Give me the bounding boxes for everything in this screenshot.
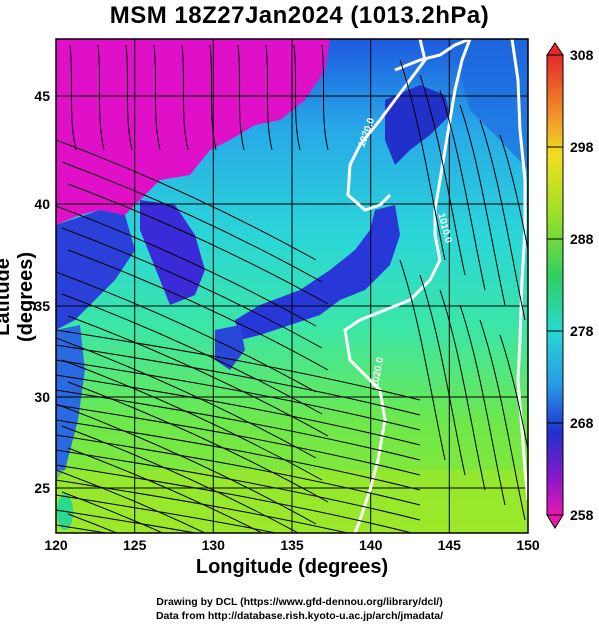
streamline [321, 44, 329, 151]
isobar-label-3: 1020.0 [370, 356, 386, 388]
streamline [67, 513, 118, 533]
plot-frame [55, 38, 529, 534]
colorbar-max-arrow [546, 42, 564, 56]
streamline [67, 315, 329, 437]
streamline [56, 449, 421, 521]
china-coast [56, 210, 135, 330]
streamline [265, 44, 273, 151]
streamline [439, 89, 486, 291]
colorbar-tick-label: 278 [570, 323, 594, 339]
colorbar-tick-label: 258 [570, 507, 594, 523]
streamline [56, 403, 317, 525]
y-tick-label: 40 [34, 196, 50, 212]
streamline [499, 134, 528, 252]
korean-peninsula [140, 200, 205, 305]
streamline [237, 44, 245, 151]
y-tick-label: 35 [34, 298, 50, 314]
streamline [56, 139, 317, 261]
x-tick-label: 135 [280, 537, 304, 553]
streamline [499, 334, 528, 452]
streamline [419, 74, 466, 276]
streamline [56, 205, 317, 327]
streamline [439, 289, 486, 491]
x-axis-label: Longitude (degrees) [195, 556, 389, 578]
streamline [56, 524, 110, 533]
streamline [61, 491, 164, 533]
x-tick-label: 130 [202, 537, 226, 553]
wind-streamlines [56, 44, 528, 533]
streamline [56, 464, 414, 533]
streamline [67, 249, 329, 371]
streamline [459, 304, 506, 506]
streamline [125, 44, 133, 151]
y-tick-label: 45 [34, 88, 50, 104]
streamline [56, 479, 351, 533]
streamline [67, 381, 329, 503]
streamline [479, 119, 526, 321]
colorbar-min-arrow [546, 514, 564, 529]
streamline [56, 359, 421, 431]
streamline [209, 44, 217, 151]
streamline [181, 44, 189, 151]
streamline [56, 344, 421, 416]
x-tick-label: 140 [359, 537, 383, 553]
streamline [61, 425, 300, 533]
streamline [399, 59, 446, 261]
x-tick-label: 150 [516, 537, 540, 553]
credit-dcl: Drawing by DCL (https://www.gfd-dennou.o… [156, 596, 443, 608]
streamline [56, 404, 421, 476]
streamline [419, 274, 466, 476]
streamline [56, 329, 421, 401]
y-tick-label: 30 [34, 389, 50, 405]
temperature-field: 1020.0 1010.0 1020.0 [56, 39, 528, 533]
streamline [67, 447, 263, 533]
streamline [61, 359, 323, 481]
streamline [69, 44, 77, 151]
credit-data-source: Data from http://database.rish.kyoto-u.a… [155, 610, 444, 622]
streamline [56, 419, 421, 491]
streamline [153, 44, 161, 151]
colorbar: 308 298 288 278 268 258 [546, 42, 594, 529]
colorbar-tick-label: 308 [570, 47, 594, 63]
x-tick-label: 120 [44, 537, 68, 553]
x-tick-label: 145 [438, 537, 462, 553]
x-axis: 120 125 130 135 140 145 150 [44, 537, 540, 553]
streamline [56, 271, 317, 393]
streamline [459, 104, 506, 306]
map-title: MSM 18Z27Jan2024 (1013.2hPa) [109, 2, 490, 29]
streamline [399, 259, 446, 461]
streamline [56, 374, 421, 446]
graticule [56, 39, 528, 533]
y-axis: 25 30 35 40 45 [34, 88, 50, 496]
streamline [56, 509, 199, 533]
streamline [97, 44, 105, 151]
streamline [293, 44, 301, 151]
streamline [56, 389, 421, 461]
x-tick-label: 125 [123, 537, 147, 553]
streamline [61, 293, 323, 415]
streamline [61, 227, 323, 349]
asian-continent [56, 39, 330, 225]
colorbar-tick-label: 288 [570, 231, 594, 247]
colorbar-tick-label: 298 [570, 139, 594, 155]
streamline [67, 183, 329, 305]
colorbar-tick-label: 268 [570, 415, 594, 431]
streamline [479, 319, 526, 521]
isobars [343, 39, 528, 533]
y-tick-label: 25 [34, 480, 50, 496]
y-axis-label: Latitude (degrees) [0, 251, 37, 343]
streamline [61, 161, 323, 283]
streamline [56, 434, 421, 506]
streamline [56, 469, 207, 533]
streamline [56, 494, 279, 533]
